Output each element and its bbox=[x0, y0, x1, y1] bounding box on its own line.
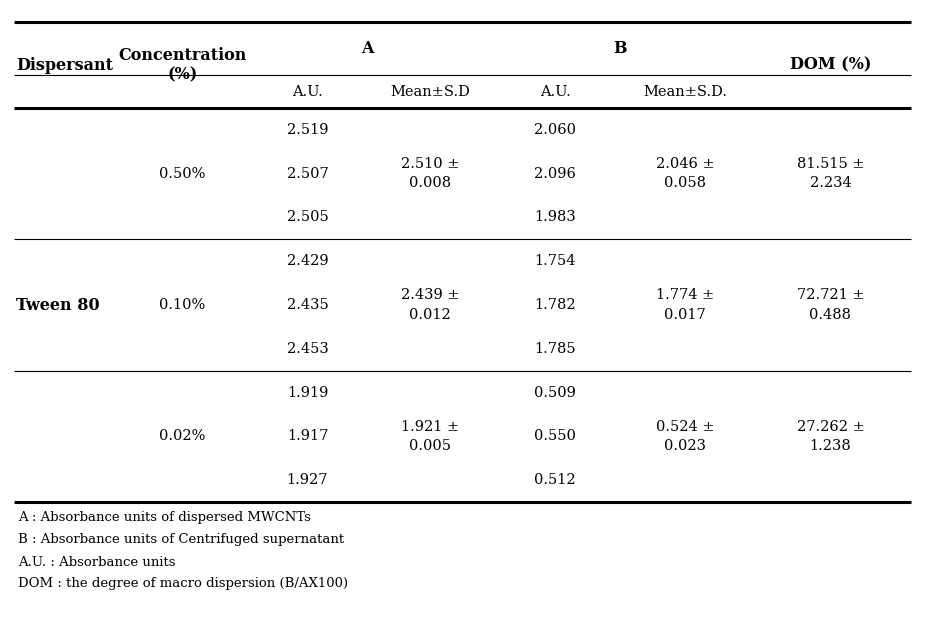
Text: DOM : the degree of macro dispersion (B/AX100): DOM : the degree of macro dispersion (B/… bbox=[18, 577, 348, 590]
Text: 0.058: 0.058 bbox=[664, 176, 706, 190]
Text: DOM (%): DOM (%) bbox=[790, 57, 871, 73]
Text: 0.50%: 0.50% bbox=[159, 167, 205, 180]
Text: 1.919: 1.919 bbox=[287, 386, 328, 399]
Text: 0.005: 0.005 bbox=[409, 439, 451, 453]
Text: 2.507: 2.507 bbox=[287, 167, 328, 180]
Text: 0.02%: 0.02% bbox=[159, 429, 205, 443]
Text: Mean±S.D.: Mean±S.D. bbox=[643, 85, 727, 98]
Text: A.U.: A.U. bbox=[292, 85, 323, 98]
Text: 0.017: 0.017 bbox=[664, 308, 706, 322]
Text: 0.524 ±: 0.524 ± bbox=[656, 420, 714, 434]
Text: 2.505: 2.505 bbox=[287, 210, 328, 225]
Text: A: A bbox=[362, 40, 374, 57]
Text: Dispersant: Dispersant bbox=[16, 57, 113, 73]
Text: 0.509: 0.509 bbox=[534, 386, 576, 399]
Text: 2.439 ±: 2.439 ± bbox=[401, 289, 459, 302]
Text: 0.10%: 0.10% bbox=[159, 298, 205, 312]
Text: A.U.: A.U. bbox=[539, 85, 571, 98]
Text: 1.917: 1.917 bbox=[287, 429, 328, 443]
Text: 2.510 ±: 2.510 ± bbox=[401, 157, 459, 171]
Text: 1.927: 1.927 bbox=[287, 473, 328, 487]
Text: 0.023: 0.023 bbox=[664, 439, 706, 453]
Text: Concentration
(%): Concentration (%) bbox=[118, 47, 247, 83]
Text: 0.488: 0.488 bbox=[809, 308, 852, 322]
Text: 0.512: 0.512 bbox=[535, 473, 575, 487]
Text: 1.921 ±: 1.921 ± bbox=[401, 420, 459, 434]
Text: 1.238: 1.238 bbox=[809, 439, 851, 453]
Text: 27.262 ±: 27.262 ± bbox=[796, 420, 864, 434]
Text: 1.774 ±: 1.774 ± bbox=[656, 289, 714, 302]
Text: 1.983: 1.983 bbox=[534, 210, 576, 225]
Text: A : Absorbance units of dispersed MWCNTs: A : Absorbance units of dispersed MWCNTs bbox=[18, 511, 311, 524]
Text: 0.008: 0.008 bbox=[409, 176, 451, 190]
Text: 2.096: 2.096 bbox=[534, 167, 576, 180]
Text: 2.046 ±: 2.046 ± bbox=[656, 157, 714, 171]
Text: 2.234: 2.234 bbox=[809, 176, 851, 190]
Text: 1.785: 1.785 bbox=[535, 341, 575, 356]
Text: Mean±S.D: Mean±S.D bbox=[390, 85, 470, 98]
Text: B : Absorbance units of Centrifuged supernatant: B : Absorbance units of Centrifuged supe… bbox=[18, 534, 344, 547]
Text: Tween 80: Tween 80 bbox=[16, 297, 100, 313]
Text: 1.754: 1.754 bbox=[535, 254, 575, 268]
Text: 2.519: 2.519 bbox=[287, 123, 328, 137]
Text: 2.429: 2.429 bbox=[287, 254, 328, 268]
Text: B: B bbox=[613, 40, 627, 57]
Text: 81.515 ±: 81.515 ± bbox=[796, 157, 864, 171]
Text: 2.453: 2.453 bbox=[287, 341, 328, 356]
Text: 0.550: 0.550 bbox=[534, 429, 576, 443]
Text: 1.782: 1.782 bbox=[535, 298, 575, 312]
Text: 72.721 ±: 72.721 ± bbox=[796, 289, 864, 302]
Text: 2.435: 2.435 bbox=[287, 298, 328, 312]
Text: A.U. : Absorbance units: A.U. : Absorbance units bbox=[18, 555, 176, 569]
Text: 0.012: 0.012 bbox=[409, 308, 450, 322]
Text: 2.060: 2.060 bbox=[534, 123, 576, 137]
